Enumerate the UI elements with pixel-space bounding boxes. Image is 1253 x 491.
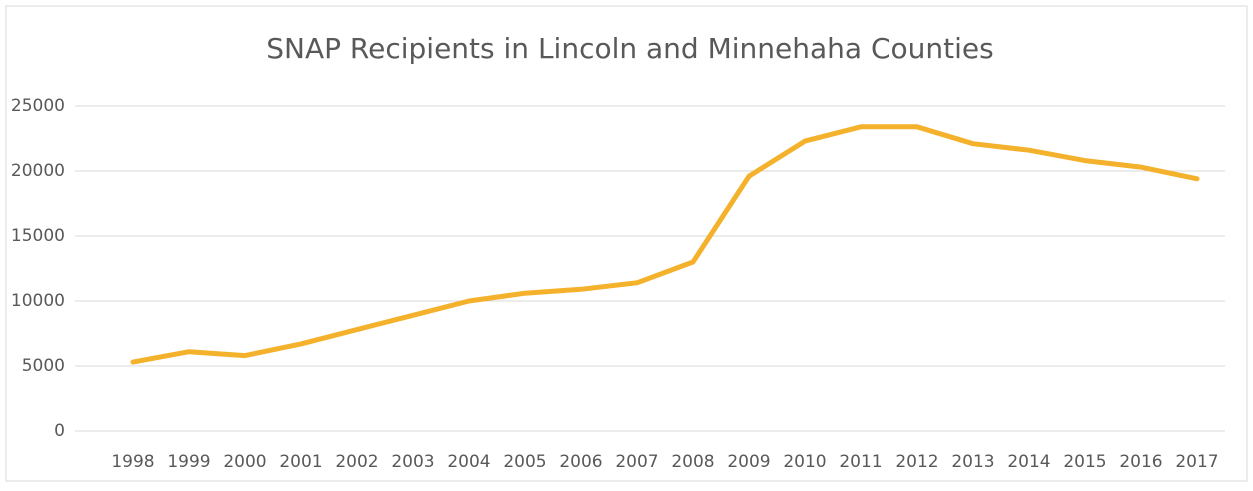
x-tick-label: 2009 bbox=[727, 452, 770, 472]
x-tick-label: 2004 bbox=[447, 452, 490, 472]
line bbox=[130, 124, 1200, 365]
x-tick-label: 1998 bbox=[111, 452, 154, 472]
x-tick-label: 2013 bbox=[951, 452, 994, 472]
x-tick-label: 2000 bbox=[223, 452, 266, 472]
x-tick-label: 2002 bbox=[335, 452, 378, 472]
x-tick-label: 2016 bbox=[1119, 452, 1162, 472]
x-tick-label: 2003 bbox=[391, 452, 434, 472]
x-tick-label: 2011 bbox=[839, 452, 882, 472]
x-tick-label: 2012 bbox=[895, 452, 938, 472]
y-tick-label: 0 bbox=[54, 421, 65, 441]
y-tick-label: 5000 bbox=[22, 356, 65, 376]
y-tick-label: 10000 bbox=[11, 291, 65, 311]
x-tick-label: 2001 bbox=[279, 452, 322, 472]
x-tick-label: 2008 bbox=[671, 452, 714, 472]
x-tick-label: 1999 bbox=[167, 452, 210, 472]
chart-title: SNAP Recipients in Lincoln and Minnehaha… bbox=[266, 32, 993, 65]
x-tick-label: 2006 bbox=[559, 452, 602, 472]
x-tick-label: 2005 bbox=[503, 452, 546, 472]
x-tick-label: 2007 bbox=[615, 452, 658, 472]
x-tick-label: 2017 bbox=[1175, 452, 1218, 472]
y-tick-label: 25000 bbox=[11, 96, 65, 116]
x-tick-label: 2015 bbox=[1063, 452, 1106, 472]
x-tick-label: 2010 bbox=[783, 452, 826, 472]
x-tick-label: 2014 bbox=[1007, 452, 1050, 472]
y-tick-label: 15000 bbox=[11, 226, 65, 246]
chart-border bbox=[5, 5, 1248, 482]
y-tick-label: 20000 bbox=[11, 161, 65, 181]
